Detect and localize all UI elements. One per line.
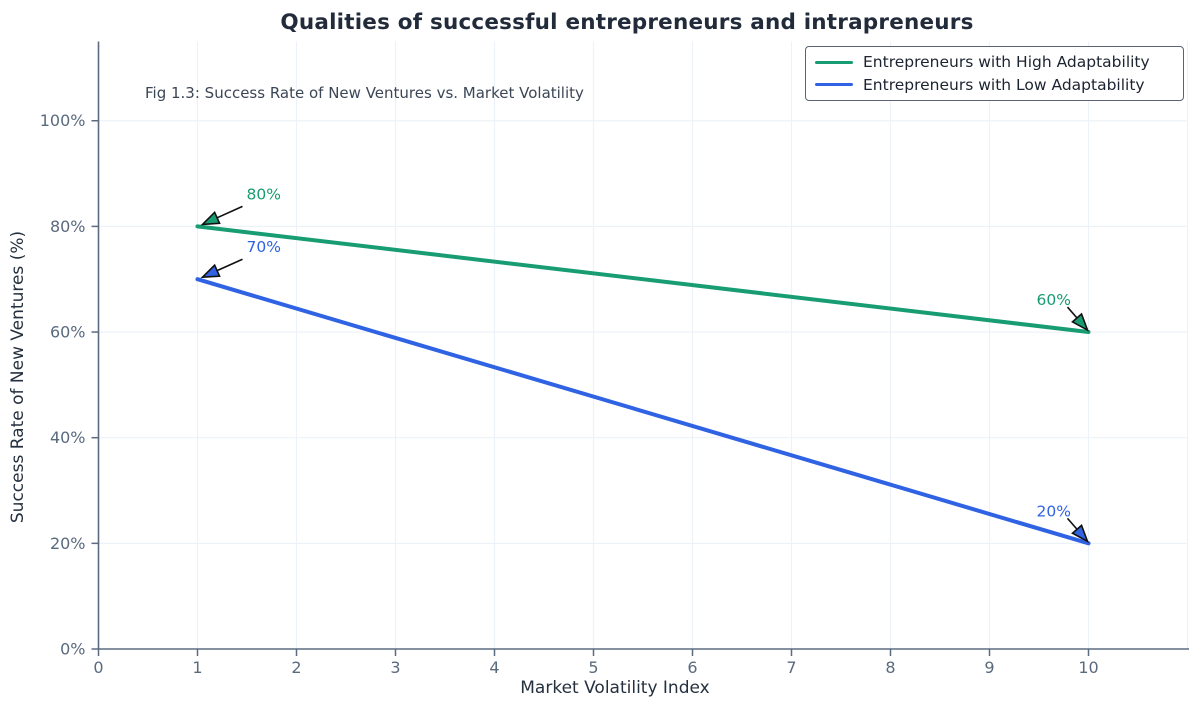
x-tick-label: 0 <box>93 658 103 677</box>
y-tick-label: 40% <box>50 428 86 447</box>
y-tick-label: 0% <box>60 640 85 659</box>
legend-swatch-blue-line <box>815 82 853 87</box>
annotation-arrow <box>1066 517 1078 530</box>
x-tick-label: 3 <box>390 658 400 677</box>
annotation-label-20: 20% <box>1037 502 1071 520</box>
chart-subtitle: Fig 1.3: Success Rate of New Ventures vs… <box>145 84 584 102</box>
y-tick-label: 20% <box>50 534 86 553</box>
x-tick-label: 4 <box>489 658 499 677</box>
x-tick-label: 7 <box>786 658 796 677</box>
annotation-arrow <box>216 258 243 272</box>
annotation-arrowhead <box>1071 523 1089 544</box>
x-tick-label: 10 <box>1078 658 1098 677</box>
legend-label-high-adaptability: Entrepreneurs with High Adaptability <box>863 53 1150 72</box>
chart-title: Qualities of successful entrepreneurs an… <box>280 10 974 35</box>
y-tick-label: 60% <box>50 323 86 342</box>
annotation-arrow <box>1066 306 1078 319</box>
x-tick-label: 1 <box>192 658 202 677</box>
x-tick-label: 5 <box>588 658 598 677</box>
annotation-arrow <box>216 205 243 219</box>
annotation-label-80: 80% <box>247 185 281 203</box>
legend-item-high-adaptability: Entrepreneurs with High Adaptability <box>815 53 1177 71</box>
legend-swatch-green-line <box>815 60 853 65</box>
x-axis-label: Market Volatility Index <box>520 678 710 698</box>
annotation-arrowhead <box>200 263 221 279</box>
legend-label-low-adaptability: Entrepreneurs with Low Adaptability <box>863 75 1145 94</box>
x-tick-label: 2 <box>291 658 301 677</box>
y-axis-label: Success Rate of New Ventures (%) <box>8 230 28 524</box>
series-line-entrepreneurs-with-low-adaptability <box>195 277 1091 546</box>
series-line-entrepreneurs-with-high-adaptability <box>195 224 1091 335</box>
x-tick-label: 9 <box>984 658 994 677</box>
legend-item-low-adaptability: Entrepreneurs with Low Adaptability <box>815 76 1177 94</box>
legend: Entrepreneurs with High Adaptability Ent… <box>805 46 1184 101</box>
annotation-label-70: 70% <box>247 238 281 256</box>
annotation-arrowhead <box>200 210 221 226</box>
annotation-label-60: 60% <box>1037 291 1071 309</box>
x-tick-label: 6 <box>687 658 697 677</box>
y-tick-label: 80% <box>50 217 86 236</box>
annotation-arrowhead <box>1071 312 1089 332</box>
y-tick-label: 100% <box>40 111 86 130</box>
x-tick-label: 8 <box>885 658 895 677</box>
